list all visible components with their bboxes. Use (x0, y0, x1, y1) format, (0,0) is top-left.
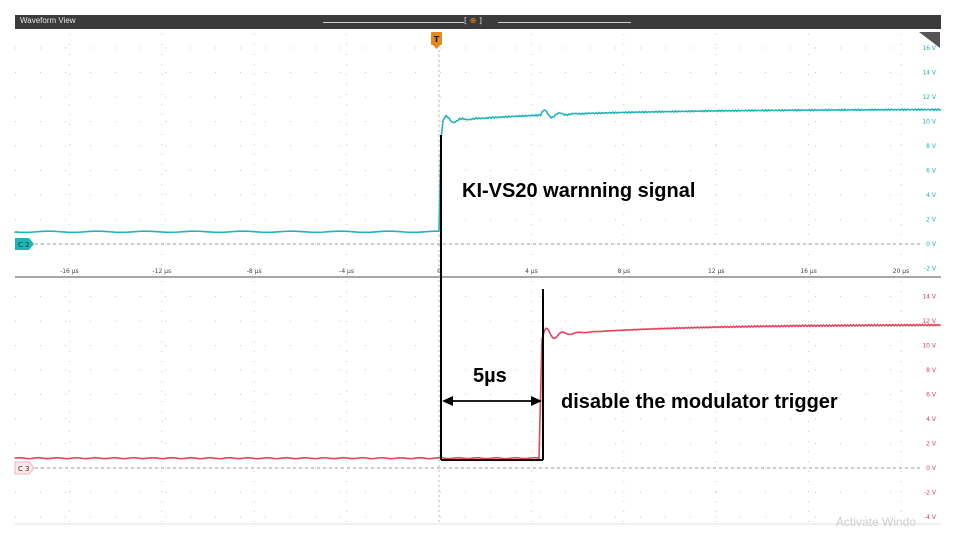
ch2-badge-label: C 2 (18, 241, 30, 249)
time-tick-label: -4 µs (339, 268, 354, 275)
ch3-ytick-label: 4 V (926, 416, 937, 423)
time-tick-label: 16 µs (800, 268, 817, 275)
time-tick-label: 12 µs (708, 268, 725, 275)
time-tick-label: -16 µs (60, 268, 79, 275)
ch2-ytick-label: 6 V (926, 168, 937, 175)
ch3-ytick-label: 8 V (926, 367, 937, 374)
ch2-ytick-label: 8 V (926, 143, 937, 150)
ch2-ytick-label: 16 V (922, 45, 937, 52)
ch2-ytick-label: 4 V (926, 192, 937, 199)
ch3-badge-label: C 3 (18, 465, 30, 473)
time-tick-label: 4 µs (525, 268, 538, 275)
ch3-ytick-label: 14 V (922, 294, 937, 301)
ch3-ytick-label: 2 V (926, 441, 937, 448)
activation-watermark: Activate Windo (836, 515, 916, 529)
ch2-pane (15, 29, 941, 265)
ch3-ytick-label: -4 V (924, 514, 937, 521)
ch3-ytick-label: -2 V (924, 490, 937, 497)
trigger-annotation: disable the modulator trigger (561, 391, 838, 414)
ch2-ytick-label: 2 V (926, 217, 937, 224)
ch3-ytick-label: 6 V (926, 392, 937, 399)
ch2-ytick-label: 12 V (922, 94, 937, 101)
delay-annotation: 5µs (473, 365, 507, 388)
ch2-ytick-label: 0 V (926, 241, 937, 248)
ch3-ytick-label: 0 V (926, 465, 937, 472)
ch2-ytick-label: 14 V (922, 70, 937, 77)
time-tick-label: 20 µs (893, 268, 910, 275)
ch2-ytick-label: 10 V (922, 119, 937, 126)
ch3-ytick-label: 10 V (922, 343, 937, 350)
time-tick-label: -12 µs (152, 268, 171, 275)
ch2-ytick-label: -2 V (924, 266, 937, 273)
time-tick-label: 8 µs (617, 268, 630, 275)
trigger-marker-label: T (434, 35, 440, 44)
time-tick-label: -8 µs (247, 268, 262, 275)
signal-annotation: KI-VS20 warnning signal (462, 180, 695, 203)
